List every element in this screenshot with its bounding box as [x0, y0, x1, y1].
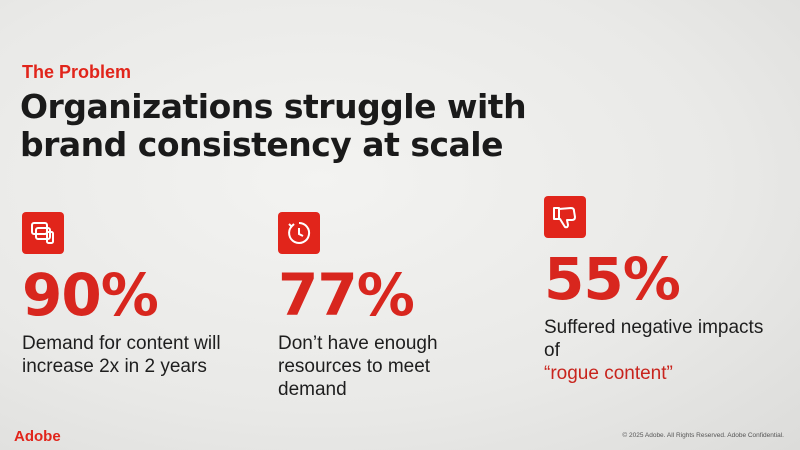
- copyright-notice: © 2025 Adobe. All Rights Reserved. Adobe…: [622, 432, 784, 439]
- stat-description: Suffered negative impacts of “rogue cont…: [544, 316, 764, 385]
- clock-icon: [278, 212, 320, 254]
- stat-value: 77%: [278, 261, 415, 329]
- stat-block-3: 55% Suffered negative impacts of “rogue …: [544, 196, 764, 385]
- stat-description: Don’t have enough resources to meet dema…: [278, 333, 438, 400]
- stat-block-2: 77% Don’t have enough resources to meet …: [278, 212, 498, 401]
- slide-kicker: The Problem: [22, 62, 132, 82]
- stat-description: Demand for content will increase 2x in 2…: [22, 333, 221, 377]
- thumbs-down-icon: [544, 196, 586, 238]
- stat-value: 55%: [544, 245, 681, 313]
- slide-title: Organizations struggle with brand consis…: [20, 87, 527, 164]
- adobe-logo: Adobe: [14, 428, 61, 445]
- stat-value: 90%: [22, 261, 159, 329]
- stat-description-text: Suffered negative impacts of: [544, 317, 764, 361]
- content-devices-icon: [22, 212, 64, 254]
- stat-block-1: 90% Demand for content will increase 2x …: [22, 212, 242, 378]
- stat-description-accent: “rogue content”: [544, 363, 673, 384]
